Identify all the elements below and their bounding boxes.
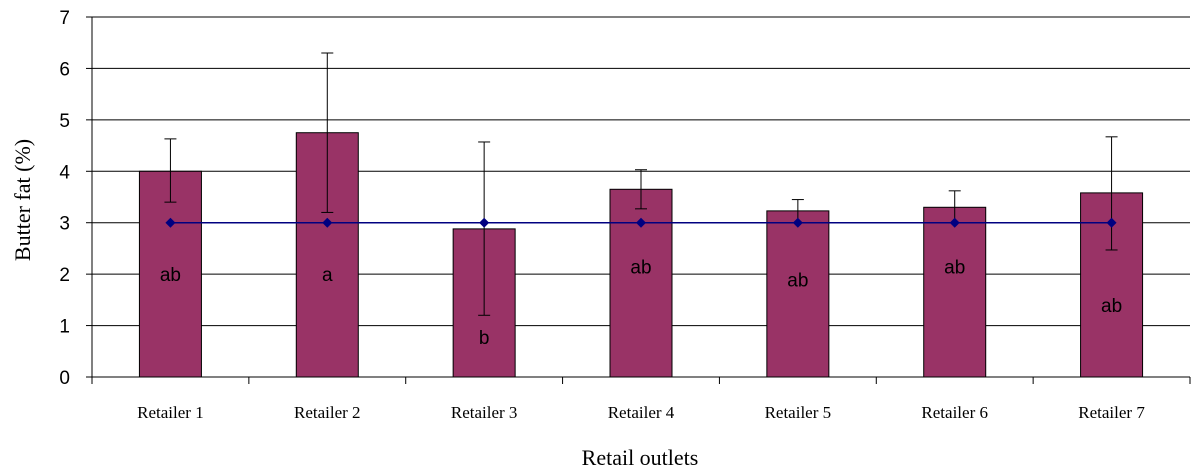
x-tick-labels: Retailer 1 Retailer 2 Retailer 3 Retailer 4… [137, 403, 1145, 422]
reference-line [165, 217, 1117, 228]
significance-letter: ab [160, 265, 181, 286]
reference-point [949, 217, 960, 228]
significance-letter: ab [787, 270, 808, 291]
reference-point [1106, 217, 1117, 228]
error-bars [164, 52, 1118, 316]
y-tick-label: 2 [59, 265, 70, 286]
x-tick-label: Retailer 6 [921, 403, 988, 422]
bar [1080, 192, 1144, 378]
x-tick-label: Retailer 7 [1078, 403, 1145, 422]
y-tick-label: 5 [59, 111, 70, 132]
y-tick-label: 6 [59, 59, 70, 80]
x-tick-label: Retailer 3 [451, 403, 518, 422]
y-tick-labels: 0 1 2 3 4 5 6 7 [59, 8, 70, 389]
x-tick-label: Retailer 5 [765, 403, 832, 422]
reference-point [322, 217, 333, 228]
y-tick-label: 3 [59, 214, 70, 235]
bar [923, 206, 987, 378]
significance-letter: ab [630, 257, 651, 278]
significance-letter: ab [944, 257, 965, 278]
x-tick-label: Retailer 1 [137, 403, 204, 422]
reference-point [636, 217, 646, 228]
y-tick-label: 7 [59, 8, 70, 29]
y-tick-label: 1 [59, 317, 70, 338]
x-axis-title: Retail outlets [582, 445, 699, 470]
bar [766, 210, 830, 378]
x-tick-label: Retailer 4 [608, 403, 675, 422]
bar [609, 188, 673, 378]
axes [86, 16, 1191, 384]
reference-point [165, 217, 176, 228]
y-tick-label: 4 [59, 162, 70, 183]
reference-point [792, 217, 803, 228]
significance-letter: b [479, 328, 490, 349]
x-tick-label: Retailer 2 [294, 403, 361, 422]
reference-point [479, 217, 490, 228]
significance-letter: a [322, 265, 333, 286]
y-tick-label: 0 [59, 368, 70, 389]
y-axis-title: Butter fat (%) [10, 139, 35, 261]
significance-letter: ab [1101, 296, 1122, 317]
